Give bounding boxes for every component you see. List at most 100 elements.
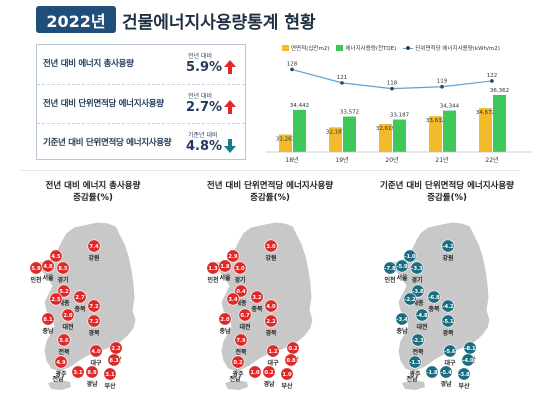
region-value: 1.2 <box>268 349 278 355</box>
region-label: 강원 <box>442 254 453 262</box>
stat-row-base-year-energy: 기준년 대비 단위면적당 에너지사용량 기준년 대비 4.8% <box>37 123 245 161</box>
area-bar <box>329 127 342 152</box>
energy-bar <box>443 110 456 152</box>
region-value: 2.5 <box>51 297 61 303</box>
stat-label: 전년 대비 단위면적당 에너지사용량 <box>43 99 164 109</box>
region-bubble <box>41 259 55 273</box>
region-value: 3.1 <box>105 372 115 378</box>
region-bubble <box>408 355 422 369</box>
region-value: 5.2 <box>59 289 69 295</box>
region-value: 7.2 <box>89 319 99 325</box>
region-value: 0.2 <box>233 360 243 366</box>
region-label: 대구 <box>444 359 456 367</box>
region-label: 전북 <box>235 348 247 356</box>
region-label: 서울 <box>219 274 231 282</box>
region-value: 3.4 <box>228 297 238 303</box>
map-title: 기준년 대비 단위면적당 에너지사용량 증감률(%) <box>362 180 532 204</box>
region-value: -4.2 <box>442 304 454 310</box>
region-label: 충북 <box>251 305 263 313</box>
energy-value-label: 33,572 <box>340 110 359 116</box>
region-bubble <box>395 312 409 326</box>
region-label: 인천 <box>384 276 396 284</box>
region-label: 충남 <box>42 327 54 335</box>
region-bubble <box>461 353 475 367</box>
region-bubble <box>218 312 232 326</box>
region-value: 4.0 <box>266 304 276 310</box>
down-arrow-icon <box>224 139 236 153</box>
region-bubble <box>49 249 63 263</box>
region-value: -3.4 <box>396 317 408 323</box>
region-value: -5.6 <box>444 349 456 355</box>
region-value: -1.8 <box>426 370 438 376</box>
region-bubble <box>87 314 101 328</box>
intensity-point <box>440 84 444 89</box>
region-bubble <box>266 344 280 358</box>
region-bubble <box>443 344 457 358</box>
map-title-line1: 전년 대비 단위면적당 에너지사용량 <box>206 181 334 191</box>
stat-sub-label: 전년 대비 <box>188 53 212 60</box>
region-bubble <box>411 333 425 347</box>
region-bubble <box>238 308 252 322</box>
region-bubble <box>61 308 75 322</box>
legend-label: 에너지사용량(천TOE) <box>345 46 397 52</box>
energy-bar <box>293 109 306 152</box>
map-title: 전년 대비 단위면적당 에너지사용량 증감률(%) <box>185 180 355 204</box>
intensity-point <box>290 67 294 72</box>
region-value: 2.7 <box>75 295 85 301</box>
region-label: 전남 <box>406 375 418 383</box>
region-label: 경북 <box>265 329 277 337</box>
region-bubble <box>425 365 439 379</box>
legend-swatch <box>336 45 344 51</box>
legend-label: 단위면적당 에너지사용량(kWh/m2) <box>415 46 500 52</box>
region-value: 5.6 <box>59 338 69 344</box>
intensity-value-label: 119 <box>437 79 448 85</box>
area-bar <box>279 134 292 152</box>
region-bubble <box>403 292 417 306</box>
region-label: 세종 <box>58 299 70 307</box>
energy-value-label: 34,442 <box>290 103 309 109</box>
energy-bar <box>393 119 406 152</box>
map-title-line2: 증감률(%) <box>73 193 113 203</box>
region-bubble <box>427 290 441 304</box>
region-value: 0.2 <box>288 346 298 352</box>
region-value: -5.4 <box>440 370 452 376</box>
region-label: 부산 <box>104 382 116 390</box>
region-label: 경북 <box>442 329 454 337</box>
region-bubble <box>57 284 71 298</box>
region-value: -1.0 <box>404 254 416 260</box>
stat-label: 기준년 대비 단위면적당 에너지사용량 <box>43 138 172 148</box>
region-bubble <box>403 249 417 263</box>
region-label: 경남 <box>86 380 98 388</box>
region-bubble <box>103 367 117 381</box>
region-label: 전남 <box>52 375 64 383</box>
region-bubble <box>41 312 55 326</box>
stat-row-total-energy: 전년 대비 에너지 총사용량 전년 대비 5.9% <box>37 45 245 83</box>
energy-bar <box>343 116 356 152</box>
region-value: 2.0 <box>220 317 230 323</box>
legend-item-intensity: 단위면적당 에너지사용량(kWh/m2) <box>403 44 500 52</box>
region-label: 경기 <box>57 276 68 284</box>
region-bubble <box>441 314 455 328</box>
stat-sub-label: 기준년 대비 <box>188 132 218 139</box>
region-label: 세종 <box>235 299 247 307</box>
stat-label: 전년 대비 에너지 총사용량 <box>43 59 134 69</box>
x-tick-label: 18년 <box>285 156 298 164</box>
region-bubble <box>411 284 425 298</box>
region-bubble <box>49 292 63 306</box>
region-bubble <box>218 259 232 273</box>
area-value-label: 32,187 <box>326 129 346 135</box>
region-bubble <box>233 261 247 275</box>
year-badge: 2022년 <box>36 6 116 33</box>
region-bubble <box>89 344 103 358</box>
region-value: 8.3 <box>109 358 119 364</box>
region-bubble <box>441 239 455 253</box>
energy-value-label: 36,362 <box>490 88 509 94</box>
region-label: 부산 <box>281 382 293 390</box>
region-label: 경남 <box>263 380 275 388</box>
region-bubble <box>248 365 262 379</box>
region-value: -5.1 <box>442 319 454 325</box>
region-value: 0.7 <box>240 313 250 319</box>
korea-map: 5.9 인천4.8 서울 4.5 8.5 경기 7.4 강원 5.2 세종2.5 2.7 충북 8.1 충… <box>29 221 137 390</box>
region-bubble <box>264 299 278 313</box>
stat-value: 2.7% <box>186 100 223 115</box>
